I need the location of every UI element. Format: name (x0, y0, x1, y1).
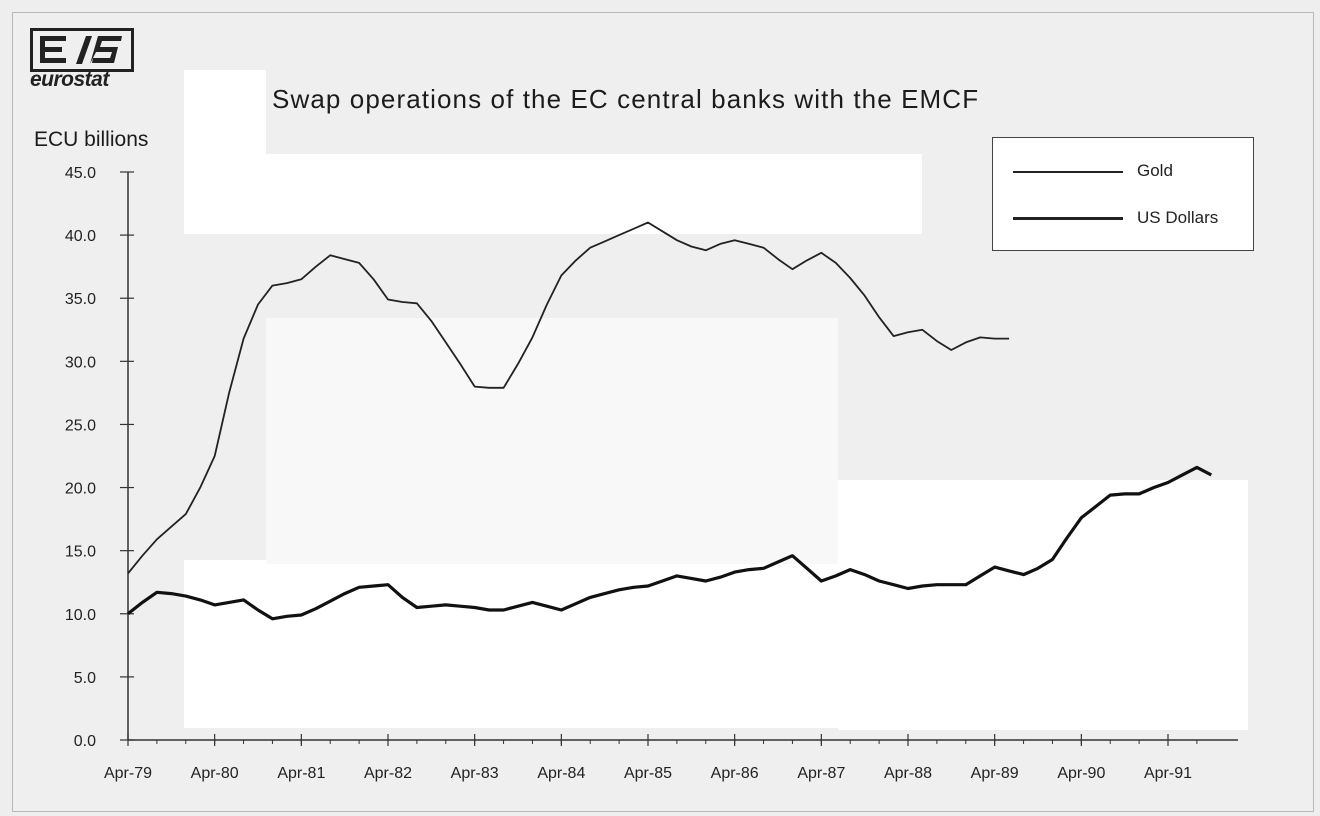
x-tick-label: Apr-87 (797, 765, 845, 782)
y-tick-label: 35.0 (65, 291, 96, 308)
eurostat-logo-mark (30, 28, 134, 72)
legend-item-us-dollars: US Dollars (1013, 208, 1243, 228)
plot-background-patch (838, 480, 1248, 730)
y-tick-label: 25.0 (65, 417, 96, 434)
x-tick-label: Apr-89 (971, 765, 1019, 782)
chart-legend: Gold US Dollars (992, 137, 1254, 251)
x-tick-label: Apr-81 (277, 765, 325, 782)
y-tick-label: 45.0 (65, 165, 96, 182)
y-tick-label: 40.0 (65, 228, 96, 245)
plot-background-patch (184, 154, 922, 234)
plot-background-patch (266, 318, 838, 564)
x-tick-label: Apr-84 (537, 765, 585, 782)
x-tick-label: Apr-86 (711, 765, 759, 782)
x-tick-label: Apr-79 (104, 765, 152, 782)
y-tick-label: 20.0 (65, 481, 96, 498)
legend-swatch-us-dollars (1013, 217, 1123, 220)
x-tick-label: Apr-88 (884, 765, 932, 782)
x-tick-label: Apr-82 (364, 765, 412, 782)
series-line-us-dollars (127, 465, 1213, 621)
legend-label-us-dollars: US Dollars (1137, 208, 1219, 227)
x-tick-label: Apr-90 (1057, 765, 1105, 782)
y-tick-label: 30.0 (65, 354, 96, 371)
eurostat-logo-text: eurostat (30, 68, 109, 91)
series-line-gold (127, 221, 1010, 574)
y-tick-label: 5.0 (74, 670, 96, 687)
y-axis-unit-label: ECU billions (34, 128, 149, 151)
legend-swatch-gold (1013, 171, 1123, 173)
legend-label-gold: Gold (1137, 161, 1173, 180)
x-tick-label: Apr-83 (451, 765, 499, 782)
x-tick-label: Apr-80 (191, 765, 239, 782)
x-tick-label: Apr-91 (1144, 765, 1192, 782)
chart-title: Swap operations of the EC central banks … (272, 84, 980, 114)
eurostat-logo: eurostat (28, 26, 140, 96)
x-tick-label: Apr-85 (624, 765, 672, 782)
y-tick-label: 15.0 (65, 544, 96, 561)
plot-background-patch (184, 70, 266, 154)
y-tick-label: 0.0 (74, 733, 96, 750)
y-tick-label: 10.0 (65, 607, 96, 624)
legend-item-gold: Gold (1013, 161, 1243, 181)
